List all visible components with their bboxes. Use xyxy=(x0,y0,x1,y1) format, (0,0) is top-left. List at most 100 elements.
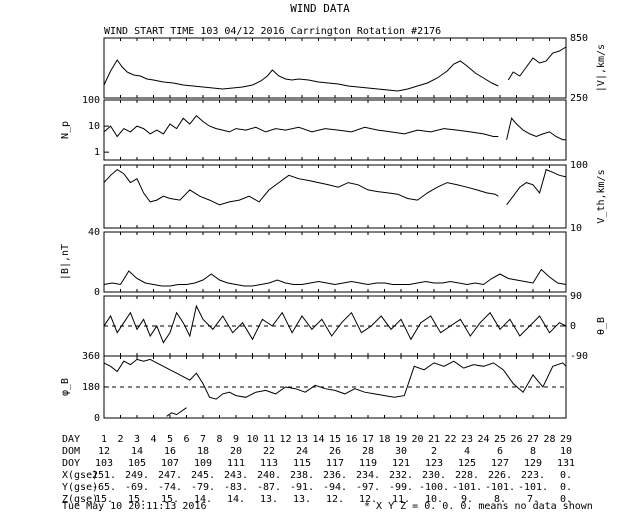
table-cell: 10 xyxy=(246,434,258,445)
table-cell: 245. xyxy=(191,470,215,481)
table-cell: 121 xyxy=(392,458,410,469)
panels-group: 850 250 |V|,km/s 1 10 100 N_p 100 10 V_th,km/s 0 40… xyxy=(60,33,607,424)
table-cell: 8 xyxy=(530,446,536,457)
table-cell: 109 xyxy=(194,458,212,469)
table-cell: 125 xyxy=(458,458,476,469)
table-cell: 18 xyxy=(197,446,209,457)
table-cell: 234. xyxy=(356,470,380,481)
table-cell: -69. xyxy=(125,482,149,493)
table-cell: -87. xyxy=(257,482,281,493)
y-tick-label: 180 xyxy=(82,382,100,393)
table-row-label: DOY xyxy=(62,458,80,469)
table-cell: -100. xyxy=(419,482,449,493)
chart-title: WIND DATA xyxy=(290,2,350,15)
y-tick-label: -90 xyxy=(570,351,588,362)
panel-2: 1 10 100 N_p xyxy=(60,95,567,161)
y-tick-label: 10 xyxy=(570,223,582,234)
table-cell: 11. xyxy=(392,494,410,505)
y-axis-label: V_th,km/s xyxy=(596,169,607,223)
table-cell: 18 xyxy=(378,434,390,445)
table-row-label: Y(gse) xyxy=(62,482,98,493)
series-line xyxy=(507,46,567,81)
table-cell: 16 xyxy=(164,446,176,457)
table-cell: 9. xyxy=(461,494,473,505)
table-cell: 25 xyxy=(494,434,506,445)
y-tick-label: 40 xyxy=(88,227,100,238)
table-cell: 107 xyxy=(161,458,179,469)
table-cell: 14. xyxy=(227,494,245,505)
table-cell: -65. xyxy=(92,482,116,493)
table-cell: 23 xyxy=(461,434,473,445)
table-cell: 230. xyxy=(422,470,446,481)
table-cell: -83. xyxy=(224,482,248,493)
series-line xyxy=(166,407,187,417)
table-row-label: DAY xyxy=(62,434,80,445)
y-tick-label: 10 xyxy=(88,121,100,132)
table-cell: 6 xyxy=(497,446,503,457)
table-cell: 251. xyxy=(92,470,116,481)
table-cell: 21 xyxy=(428,434,440,445)
table-cell: 12. xyxy=(359,494,377,505)
table-cell: -101. xyxy=(518,482,548,493)
table-cell: 9 xyxy=(233,434,239,445)
table-cell: 228. xyxy=(455,470,479,481)
table-cell: 12 xyxy=(279,434,291,445)
table-cell: 119 xyxy=(359,458,377,469)
table-cell: 10. xyxy=(425,494,443,505)
footer-timestamp: Tue May 10 20:11:13 2016 xyxy=(62,501,207,512)
table-row-label: X(gse) xyxy=(62,470,98,481)
table-cell: 226. xyxy=(488,470,512,481)
y-axis-label: φ_B xyxy=(60,378,71,396)
table-cell: 2 xyxy=(117,434,123,445)
table-cell: 7. xyxy=(527,494,539,505)
table-cell: 113 xyxy=(260,458,278,469)
table-cell: 0. xyxy=(560,494,572,505)
y-tick-label: 250 xyxy=(570,93,588,104)
table-cell: 6 xyxy=(183,434,189,445)
table-cell: 15. xyxy=(95,494,113,505)
table-row-label: Z(gse) xyxy=(62,494,98,505)
panel-4: 0 40 |B|,nT xyxy=(60,227,567,298)
table-cell: -101. xyxy=(485,482,515,493)
y-tick-label: 100 xyxy=(570,160,588,171)
table-cell: 103 xyxy=(95,458,113,469)
table-cell: 13. xyxy=(293,494,311,505)
y-axis-label: |V|,km/s xyxy=(596,44,607,92)
table-cell: 105 xyxy=(128,458,146,469)
table-cell: 8 xyxy=(216,434,222,445)
table-cell: 15. xyxy=(128,494,146,505)
series-line xyxy=(103,168,499,206)
panel-3: 100 10 V_th,km/s xyxy=(103,160,607,234)
table-cell: 247. xyxy=(158,470,182,481)
table-cell: 111 xyxy=(227,458,245,469)
table-cell: 236. xyxy=(323,470,347,481)
y-tick-label: 100 xyxy=(82,95,100,106)
table-cell: 12. xyxy=(326,494,344,505)
ephemeris-table: DAY 1 2 3 4 5 6 7 8 9 10 11 12 13 14 15 16 17 18 19 20 21 22 23… xyxy=(62,434,575,505)
series-line xyxy=(103,358,567,400)
y-axis-label: N_p xyxy=(60,121,71,139)
table-cell: 129 xyxy=(524,458,542,469)
table-cell: -99. xyxy=(389,482,413,493)
panel-1: 850 250 |V|,km/s xyxy=(103,33,607,104)
panel-5: 90 0 -90 θ_B xyxy=(103,291,607,362)
y-tick-label: 0 xyxy=(94,413,100,424)
table-cell: 19 xyxy=(395,434,407,445)
y-tick-label: 850 xyxy=(570,33,588,44)
y-axis-label: θ_B xyxy=(596,317,607,335)
table-cell: 127 xyxy=(491,458,509,469)
table-cell: 4 xyxy=(464,446,470,457)
table-cell: 14 xyxy=(312,434,324,445)
table-cell: 249. xyxy=(125,470,149,481)
table-cell: 13 xyxy=(296,434,308,445)
y-tick-label: 0 xyxy=(94,287,100,298)
table-cell: 26 xyxy=(329,446,341,457)
y-tick-label: 360 xyxy=(82,351,100,362)
series-line xyxy=(103,59,499,92)
footer-note: * X Y Z = 0. 0. 0. means no data shown xyxy=(364,501,593,512)
table-cell: 117 xyxy=(326,458,344,469)
table-cell: 15. xyxy=(161,494,179,505)
table-cell: 1 xyxy=(101,434,107,445)
table-cell: 3 xyxy=(134,434,140,445)
